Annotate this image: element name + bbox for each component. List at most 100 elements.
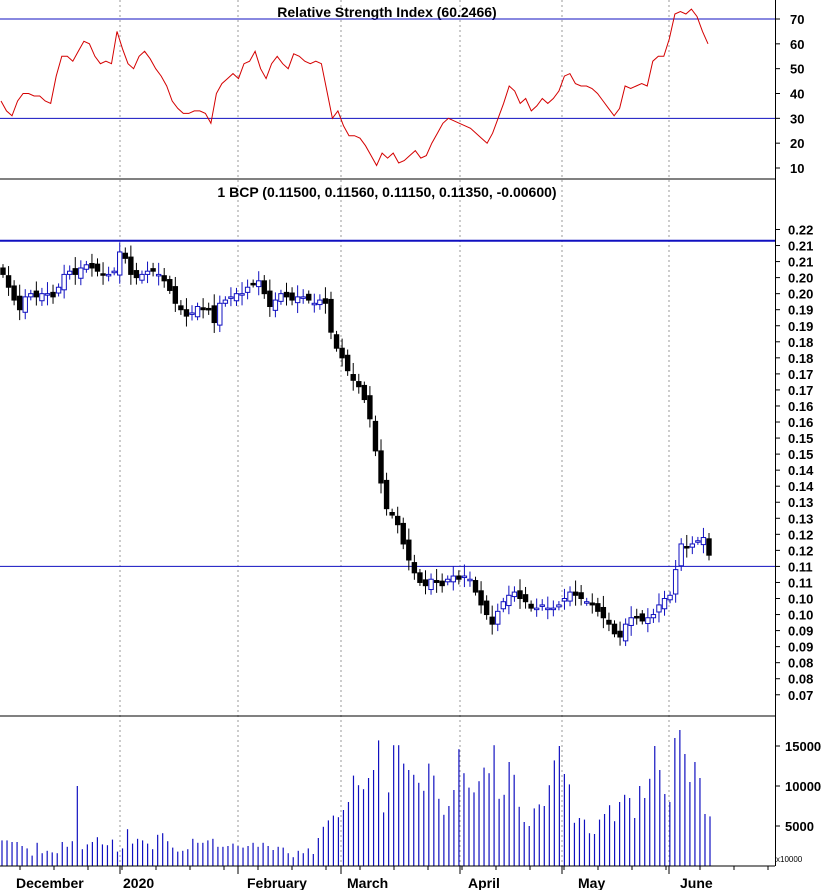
candle-body-100 [556, 604, 562, 608]
candle-body-96 [533, 607, 540, 611]
candle-body-93 [517, 590, 523, 600]
volume-multiplier-label: x10000 [776, 855, 803, 864]
candle-body-26 [144, 270, 151, 275]
candle-body-117 [650, 614, 657, 619]
candle-body-46 [256, 280, 262, 288]
price-ytick-label-25: 0.20 [788, 287, 813, 302]
price-ytick-label-5: 0.10 [788, 608, 813, 623]
candle-body-42 [233, 293, 240, 302]
candle-79 [439, 573, 445, 593]
candle-110 [611, 620, 618, 638]
candle-35 [194, 302, 201, 321]
candle-body-25 [139, 273, 145, 281]
candle-127 [706, 533, 712, 561]
candle-body-84 [467, 578, 473, 582]
candle-58 [322, 287, 329, 314]
candle-122 [678, 538, 684, 571]
candle-48 [267, 279, 273, 317]
candle-body-95 [528, 603, 534, 609]
candle-body-106 [589, 602, 595, 606]
candle-body-36 [200, 307, 206, 311]
candle-body-102 [567, 591, 573, 602]
candle-body-15 [83, 264, 90, 270]
candle-body-118 [656, 604, 662, 613]
candle-118 [656, 593, 662, 623]
candle-body-17 [94, 263, 101, 272]
candle-body-114 [634, 615, 640, 619]
candle-71 [394, 506, 401, 534]
candle-28 [155, 262, 162, 286]
price-ytick-label-24: 0.19 [788, 303, 813, 318]
candle-body-125 [695, 540, 701, 543]
candle-body-28 [155, 273, 162, 277]
candle-body-44 [244, 286, 251, 293]
candle-105 [584, 597, 590, 606]
candle-body-51 [283, 291, 290, 298]
candle-body-64 [356, 381, 362, 388]
candle-body-61 [339, 347, 345, 359]
candle-53 [294, 285, 301, 314]
candle-body-124 [689, 543, 696, 548]
rsi-reference-lines [0, 18, 775, 119]
candle-52 [289, 287, 295, 306]
candle-body-90 [500, 601, 507, 610]
candle-126 [700, 527, 707, 554]
candle-31 [172, 276, 179, 312]
candle-77 [428, 573, 434, 595]
price-title: 1 BCP (0.11500, 0.11560, 0.11150, 0.1135… [217, 184, 556, 200]
candle-body-1 [5, 275, 12, 288]
candle-20 [111, 267, 117, 276]
candle-6 [33, 281, 40, 306]
candle-114 [634, 608, 640, 625]
candle-body-43 [239, 293, 245, 296]
candle-94 [522, 586, 529, 609]
candle-body-123 [684, 546, 690, 549]
candle-36 [200, 298, 206, 319]
candle-19 [105, 266, 112, 282]
price-ytick-label-11: 0.13 [788, 511, 813, 526]
candle-14 [78, 260, 84, 286]
price-ytick-label-6: 0.10 [788, 592, 813, 607]
candle-117 [650, 608, 657, 623]
candle-body-121 [672, 569, 679, 595]
candle-body-104 [578, 592, 584, 600]
candle-body-12 [67, 270, 73, 275]
candle-body-54 [300, 296, 306, 299]
candle-body-74 [411, 562, 418, 574]
price-y-axis: 0.070.080.080.090.090.100.100.110.110.12… [775, 222, 814, 703]
price-ytick-label-10: 0.12 [788, 527, 813, 542]
candle-61 [339, 338, 345, 367]
candle-body-8 [44, 293, 51, 296]
candle-56 [311, 293, 318, 313]
candle-body-14 [78, 267, 84, 279]
candle-76 [422, 570, 429, 595]
rsi-ytick-label-1: 20 [790, 136, 804, 151]
price-ytick-label-28: 0.21 [788, 239, 813, 254]
candle-body-66 [367, 395, 373, 420]
candle-30 [167, 275, 173, 294]
candle-38 [211, 294, 217, 333]
price-ytick-label-29: 0.22 [788, 222, 813, 237]
candle-16 [89, 253, 95, 277]
candle-body-7 [39, 293, 45, 302]
candle-24 [133, 262, 140, 285]
candle-body-63 [350, 374, 356, 381]
candle-22 [122, 247, 128, 264]
candle-body-70 [389, 512, 395, 516]
candle-125 [695, 536, 701, 545]
candle-body-99 [550, 607, 557, 611]
candle-13 [72, 257, 78, 285]
month-label-3: March [347, 875, 388, 890]
price-ytick-label-1: 0.08 [788, 672, 813, 687]
candle-body-75 [417, 572, 423, 583]
candle-body-0 [0, 267, 6, 275]
candle-body-111 [617, 630, 623, 638]
candle-4 [22, 289, 28, 320]
candle-body-11 [61, 273, 67, 291]
candle-84 [467, 571, 473, 587]
candle-96 [533, 598, 540, 617]
candle-body-89 [495, 610, 501, 625]
candle-body-13 [72, 268, 78, 275]
price-ytick-label-8: 0.11 [788, 559, 813, 574]
candle-7 [39, 287, 45, 306]
